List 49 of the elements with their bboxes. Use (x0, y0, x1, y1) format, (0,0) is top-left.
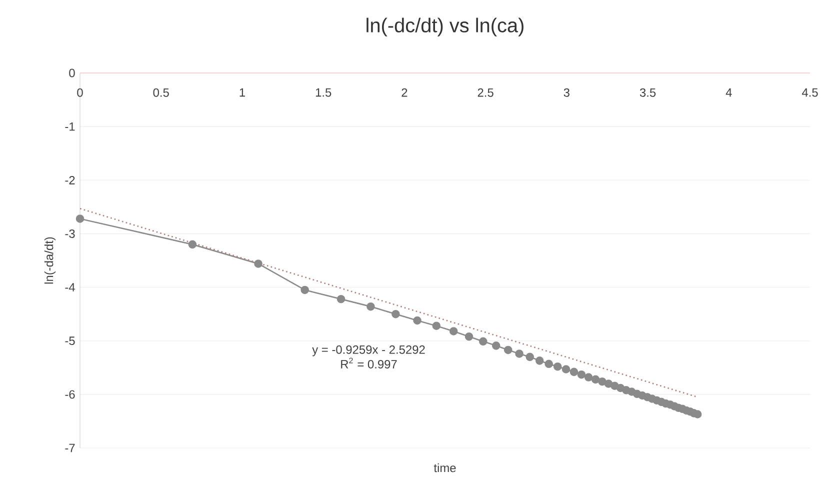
x-tick-label: 3 (564, 88, 570, 97)
point (392, 310, 400, 318)
point (366, 302, 375, 311)
y-tick-label: -1 (65, 122, 75, 131)
point (535, 356, 544, 365)
x-tick-label: 4.5 (802, 88, 818, 97)
point (604, 380, 613, 388)
y-tick-label: -5 (65, 336, 75, 346)
point (598, 377, 606, 386)
y-axis-title: ln(-da/dt) (44, 237, 56, 284)
point (449, 327, 458, 336)
point (515, 350, 524, 358)
point (336, 294, 346, 304)
x-tick-label: 0 (77, 88, 83, 97)
point (300, 286, 309, 294)
chart-title: ln(-dc/dt) vs ln(ca) (366, 18, 524, 36)
point (492, 342, 500, 350)
point (478, 337, 488, 346)
y-tick-label: -2 (65, 176, 75, 184)
y-tick-label: -4 (65, 283, 75, 292)
point (570, 368, 578, 376)
x-tick-label: 2 (402, 88, 408, 97)
point (464, 332, 474, 341)
point (254, 260, 262, 268)
point (562, 365, 570, 374)
point (188, 240, 197, 249)
x-tick-label: 1 (240, 88, 245, 97)
y-tick-label: -3 (65, 229, 75, 238)
annotation: y = -0.9259x - 2.5292 (312, 345, 425, 356)
point (577, 370, 586, 379)
point (584, 373, 593, 382)
annotation: R$^{2}$ = 0.997 (341, 358, 397, 368)
x-tick-label: 1.5 (316, 88, 332, 97)
y-tick-label: -7 (65, 444, 75, 452)
x-tick-label: 2.5 (478, 88, 494, 97)
point (413, 316, 422, 325)
x-tick-label: 4 (726, 88, 732, 97)
point (432, 322, 441, 330)
x-tick-label: 0.5 (153, 88, 169, 97)
point (591, 375, 600, 384)
x-axis-title: time (434, 463, 456, 472)
point (553, 362, 562, 371)
y-tick-label: -6 (65, 390, 75, 399)
point (544, 360, 553, 368)
point (76, 214, 84, 223)
point (526, 352, 534, 362)
point (504, 346, 512, 354)
x-tick-label: 3.5 (640, 88, 656, 97)
y-tick-label: 0 (69, 68, 75, 78)
